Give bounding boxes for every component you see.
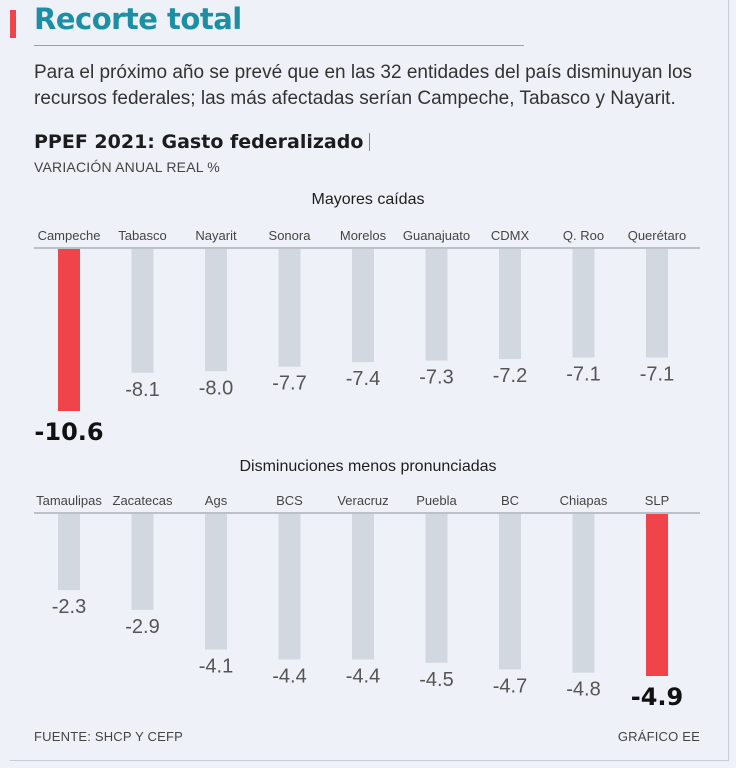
category-label: Campeche <box>38 228 101 243</box>
bar-campeche <box>58 249 80 411</box>
bar-slp <box>646 514 668 676</box>
category-label: Tamaulipas <box>36 493 102 508</box>
bar-bc <box>499 514 521 670</box>
category-label: Ags <box>205 493 228 508</box>
bar-guanajuato <box>425 249 448 361</box>
value-label: -7.7 <box>272 373 306 395</box>
value-label: -2.3 <box>52 596 86 618</box>
category-label: Veracruz <box>337 493 388 508</box>
value-label: -7.2 <box>493 365 527 387</box>
value-label: -4.4 <box>272 665 306 687</box>
bar-veracruz <box>352 514 374 660</box>
value-label: -4.8 <box>566 679 600 701</box>
category-label: Nayarit <box>195 228 237 243</box>
graphic-credit: GRÁFICO EE <box>617 729 700 744</box>
bar-cdmx <box>499 249 521 360</box>
value-label: -8.1 <box>125 379 159 401</box>
chart-1-title: Mayores caídas <box>312 191 425 208</box>
value-label: -8.0 <box>199 377 233 399</box>
heading-divider <box>369 133 371 151</box>
bar-morelos <box>352 249 374 363</box>
category-label: Guanajuato <box>403 228 470 243</box>
bar-tabasco <box>131 249 154 373</box>
value-label: -7.1 <box>640 364 674 386</box>
bar-chiapas <box>572 514 595 673</box>
value-label: -10.6 <box>34 418 103 446</box>
value-label: -7.4 <box>346 368 380 390</box>
graphic-subtitle: Para el próximo año se prevé que en las … <box>34 62 693 109</box>
chart-heading: PPEF 2021: Gasto federalizado <box>34 131 371 153</box>
source-note: FUENTE: SHCP Y CEFP <box>34 729 184 744</box>
bar-zacatecas <box>131 514 154 610</box>
value-label: -2.9 <box>125 616 159 638</box>
category-label: CDMX <box>491 228 530 243</box>
title-accent-mark <box>10 10 16 38</box>
bar-quer-taro <box>646 249 668 358</box>
bar-puebla <box>425 514 448 663</box>
title-rule <box>34 45 524 46</box>
bar-sonora <box>278 249 301 367</box>
category-label: Chiapas <box>560 493 608 508</box>
category-label: BC <box>501 493 519 508</box>
bar-tamaulipas <box>58 514 80 591</box>
chart-2-title: Disminuciones menos pronunciadas <box>239 458 496 475</box>
graphic-title: Recorte total <box>34 2 242 36</box>
bar-ags <box>205 514 227 650</box>
bar-bcs <box>278 514 301 660</box>
category-label: Morelos <box>340 228 387 243</box>
category-label: BCS <box>276 493 303 508</box>
category-label: Tabasco <box>118 228 166 243</box>
chart-heading-text: PPEF 2021: Gasto federalizado <box>34 131 364 153</box>
category-label: Zacatecas <box>113 493 173 508</box>
category-label: Sonora <box>269 228 312 243</box>
category-label: SLP <box>645 493 670 508</box>
y-unit-label: VARIACIÓN ANUAL REAL % <box>34 159 220 175</box>
value-label: -4.1 <box>199 656 233 678</box>
graphic-frame <box>10 0 729 761</box>
category-label: Q. Roo <box>563 228 604 243</box>
category-label: Puebla <box>416 493 457 508</box>
value-label: -7.3 <box>419 367 453 389</box>
category-label: Querétaro <box>628 228 687 243</box>
value-label: -7.1 <box>566 364 600 386</box>
value-label: -4.5 <box>419 669 453 691</box>
value-label: -4.7 <box>493 675 527 697</box>
bar-q-roo <box>572 249 595 358</box>
value-label: -4.4 <box>346 665 380 687</box>
bar-nayarit <box>205 249 227 372</box>
value-label: -4.9 <box>631 683 683 711</box>
